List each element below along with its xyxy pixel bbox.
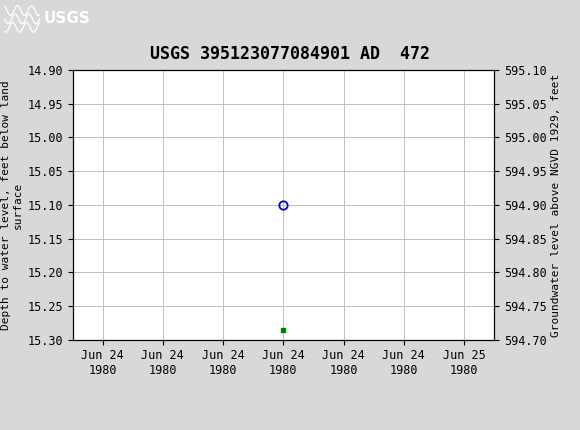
- Text: USGS 395123077084901 AD  472: USGS 395123077084901 AD 472: [150, 45, 430, 63]
- Y-axis label: Groundwater level above NGVD 1929, feet: Groundwater level above NGVD 1929, feet: [551, 73, 561, 337]
- Y-axis label: Depth to water level, feet below land
surface: Depth to water level, feet below land su…: [1, 80, 23, 330]
- Text: USGS: USGS: [44, 12, 90, 26]
